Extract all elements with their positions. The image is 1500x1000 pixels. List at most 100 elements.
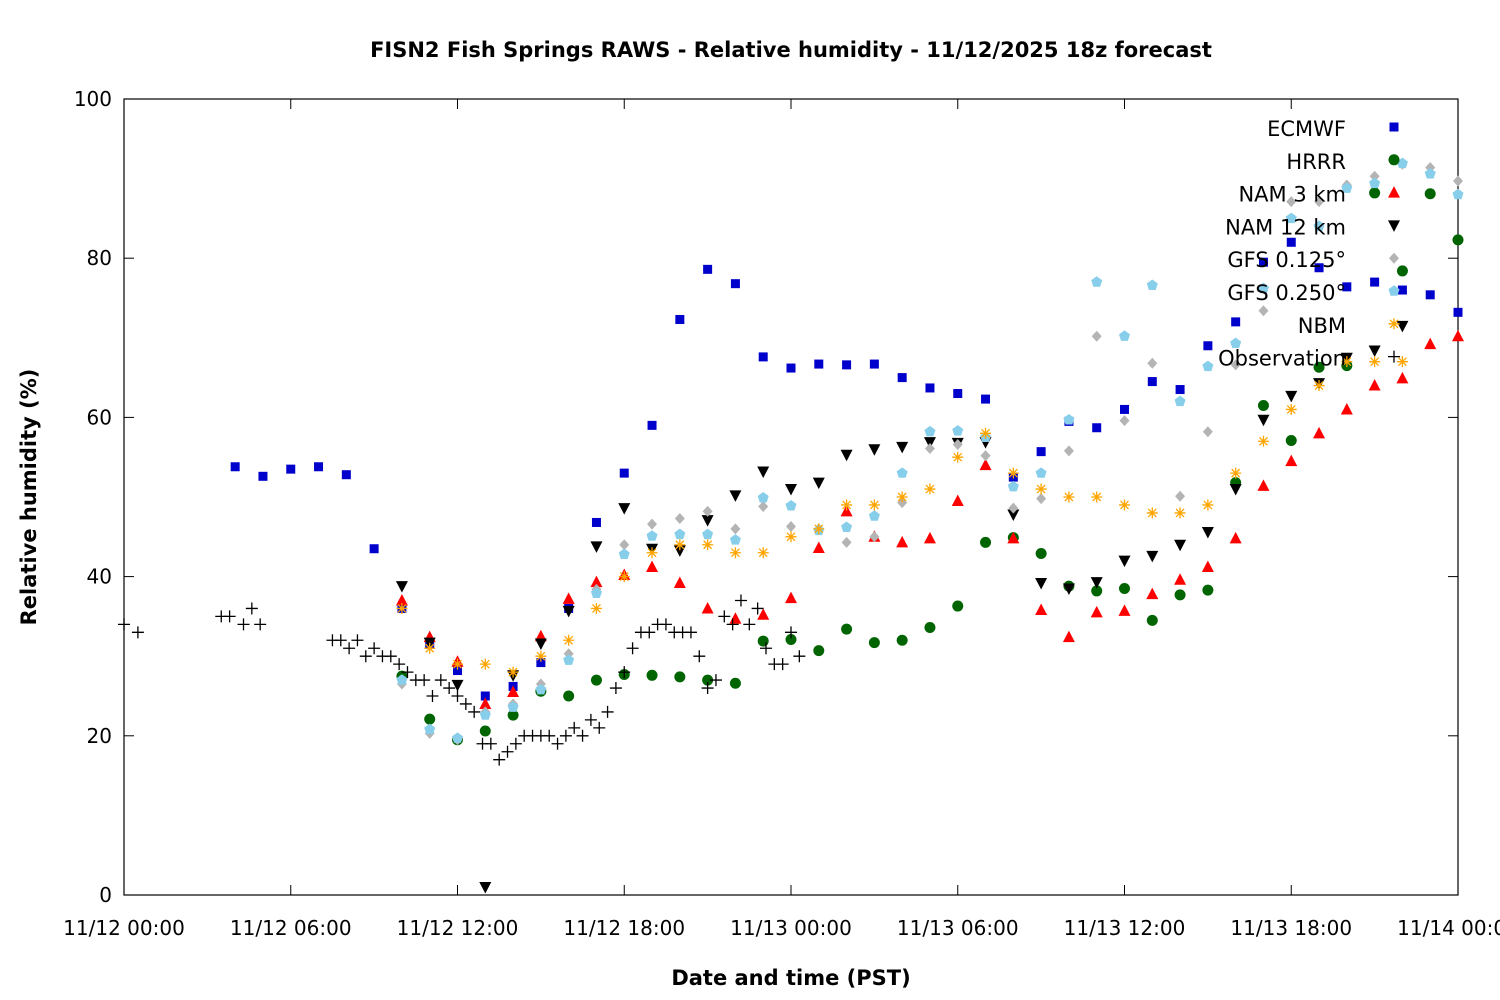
data-point-nam-12-km xyxy=(1396,320,1409,333)
data-point-nam-12-km xyxy=(701,515,714,527)
data-point-nam-3-km xyxy=(812,541,825,553)
data-point-observation xyxy=(245,602,258,615)
data-point-nam-12-km xyxy=(451,679,464,692)
data-point-gfs-0-125 xyxy=(1063,445,1074,457)
data-point-nbm xyxy=(896,491,908,503)
data-point-nbm xyxy=(1341,356,1353,368)
data-point-ecmwf xyxy=(925,383,935,393)
data-point-observation xyxy=(785,626,797,639)
data-point-ecmwf xyxy=(1258,257,1268,267)
data-point-gfs-0-125 xyxy=(1119,415,1130,427)
data-point-gfs-0-250 xyxy=(1424,168,1436,179)
data-point-gfs-0-125 xyxy=(1258,305,1269,317)
data-point-nam-12-km xyxy=(923,437,936,449)
data-point-observation xyxy=(543,729,556,742)
data-point-nbm xyxy=(813,523,825,535)
data-point-observation xyxy=(426,690,439,702)
data-point-hrrr xyxy=(1313,361,1325,373)
data-point-nam-3-km xyxy=(590,575,603,588)
data-point-nam-3-km xyxy=(395,593,408,606)
data-point-nbm xyxy=(729,547,741,559)
data-point-observation xyxy=(609,682,622,695)
data-point-observation xyxy=(626,642,639,655)
data-point-nbm xyxy=(1202,499,1214,511)
data-point-ecmwf xyxy=(981,394,991,404)
data-point-gfs-0-250 xyxy=(841,521,853,532)
data-point-hrrr xyxy=(868,637,880,649)
data-point-ecmwf xyxy=(619,468,629,478)
data-point-observation xyxy=(776,658,789,671)
data-point-nam-12-km xyxy=(1229,484,1242,496)
data-point-nbm xyxy=(674,539,686,551)
data-point-ecmwf xyxy=(869,359,879,369)
data-point-nam-3-km xyxy=(1368,379,1381,391)
data-point-ecmwf xyxy=(1453,307,1463,317)
series-nbm xyxy=(396,356,1408,678)
data-point-nam-3-km xyxy=(1229,531,1242,544)
data-point-gfs-0-125 xyxy=(1314,196,1325,208)
data-point-gfs-0-125 xyxy=(1175,490,1186,502)
data-point-nam-12-km xyxy=(479,882,492,894)
data-point-gfs-0-125 xyxy=(702,505,713,517)
data-point-nam-12-km xyxy=(1007,509,1020,522)
data-point-hrrr xyxy=(952,600,964,612)
data-point-nbm xyxy=(1174,507,1186,519)
legend-label-nam-3-km: NAM 3 km xyxy=(1238,183,1346,207)
data-point-ecmwf xyxy=(480,691,490,701)
data-point-nam-3-km xyxy=(1062,630,1075,643)
legend: ECMWF HRRR NAM 3 km NAM 12 km GFS 0.125° GFS … xyxy=(1218,117,1400,371)
legend-marker-observation xyxy=(1388,350,1400,363)
data-point-gfs-0-250 xyxy=(424,723,436,735)
data-point-gfs-0-250 xyxy=(1257,282,1269,294)
series-hrrr xyxy=(396,187,1464,746)
data-point-hrrr xyxy=(1257,399,1269,411)
data-point-hrrr xyxy=(674,671,686,683)
data-point-hrrr xyxy=(1424,188,1436,200)
data-point-hrrr xyxy=(1202,584,1214,596)
data-point-nam-12-km xyxy=(1174,539,1187,552)
data-point-nam-3-km xyxy=(701,601,714,614)
series-observation xyxy=(118,594,806,766)
data-point-ecmwf xyxy=(1370,277,1380,287)
data-point-nam-3-km xyxy=(1313,426,1326,439)
data-point-nam-12-km xyxy=(1285,390,1298,403)
y-tick-label: 80 xyxy=(87,246,112,270)
data-point-nbm xyxy=(396,602,408,614)
y-axis: 0 20 40 60 80 100 xyxy=(74,87,1458,907)
data-point-hrrr xyxy=(1452,234,1464,246)
data-point-nam-12-km xyxy=(1201,527,1214,539)
data-point-gfs-0-250 xyxy=(1452,188,1464,200)
data-point-nbm xyxy=(1369,356,1381,368)
data-point-observation xyxy=(418,674,431,687)
data-point-nbm xyxy=(1091,491,1103,503)
data-point-nam-12-km xyxy=(1090,577,1103,589)
data-point-nam-12-km xyxy=(840,449,853,462)
data-point-ecmwf xyxy=(953,389,963,399)
data-point-observation xyxy=(131,626,144,639)
data-point-hrrr xyxy=(1285,434,1297,446)
data-point-ecmwf xyxy=(1397,285,1407,295)
data-point-nam-12-km xyxy=(618,503,631,515)
data-point-nam-12-km xyxy=(896,441,909,454)
y-tick-label: 0 xyxy=(99,883,112,907)
data-point-observation xyxy=(384,650,397,663)
data-point-gfs-0-125 xyxy=(841,536,852,548)
chart-title: FISN2 Fish Springs RAWS - Relative humid… xyxy=(370,38,1212,62)
legend-label-gfs-0-125: GFS 0.125° xyxy=(1227,248,1346,272)
data-point-observation xyxy=(484,737,497,750)
data-point-gfs-0-250 xyxy=(1285,212,1297,224)
x-axis: 11/12 00:00 11/12 06:00 11/12 12:00 11/12 1… xyxy=(63,99,1500,940)
data-point-nbm xyxy=(479,658,491,670)
data-point-nam-12-km xyxy=(562,605,575,618)
data-point-nam-3-km xyxy=(1146,587,1159,600)
data-point-gfs-0-125 xyxy=(647,518,658,530)
data-point-nam-3-km xyxy=(923,531,936,544)
x-tick-label: 11/13 00:00 xyxy=(730,916,852,940)
data-point-nbm xyxy=(452,658,463,670)
data-point-ecmwf xyxy=(591,517,601,527)
legend-label-nbm: NBM xyxy=(1298,314,1346,338)
data-point-ecmwf xyxy=(1203,341,1213,351)
x-tick-label: 11/14 00:00 xyxy=(1397,916,1500,940)
x-tick-label: 11/13 06:00 xyxy=(897,916,1019,940)
